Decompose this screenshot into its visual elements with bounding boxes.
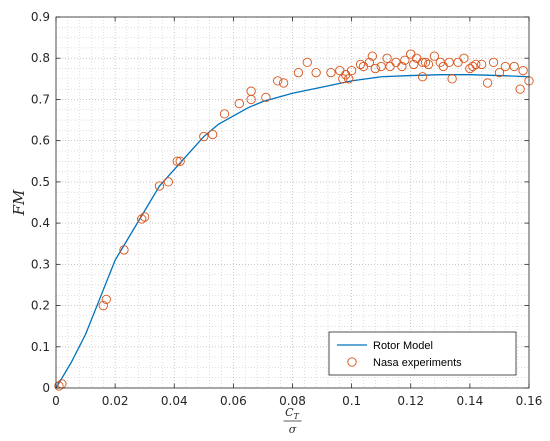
x-tick-label: 0.12 [397,394,424,408]
nasa-experiment-point [219,109,230,119]
nasa-experiment-point [447,74,457,84]
y-tick-label: 0.1 [31,340,50,354]
nasa-experiment-point [344,74,354,84]
nasa-experiment-point [417,72,428,82]
legend-box [328,331,517,376]
nasa-experiment-point [163,177,173,187]
nasa-experiment-point [429,51,440,61]
nasa-experiment-point [423,59,434,70]
nasa-experiment-point [172,156,182,166]
legend: Rotor Model Nasa experiments [328,331,517,376]
x-tick-label: 0.08 [279,394,306,408]
x-axis-label-numerator: C [285,406,294,419]
x-tick-label: 0.04 [161,394,188,408]
y-tick-label: 0.8 [31,51,50,65]
nasa-experiment-point [273,76,283,86]
nasa-experiment-point [311,68,321,78]
x-axis-label-denominator: σ [289,423,297,436]
legend-swatch-nasa-experiments [347,357,357,367]
y-tick-label: 0.6 [31,134,50,148]
nasa-experiment-point [509,61,519,72]
legend-label-nasa-experiments: Nasa experiments [373,357,462,369]
nasa-experiment-point [382,53,392,63]
nasa-experiment-point [459,53,469,63]
nasa-experiment-point [494,68,505,78]
nasa-experiment-point [409,59,419,70]
nasa-experiment-point [234,98,244,109]
x-tick-label: 0 [52,394,60,408]
nasa-experiment-point [119,245,129,255]
nasa-experiment-point [175,156,185,166]
nasa-experiment-point [367,51,377,61]
nasa-experiment-point [417,57,428,67]
nasa-experiment-point [444,57,454,67]
nasa-experiment-point [326,68,336,78]
nasa-experiment-point [246,86,256,96]
nasa-experiment-point [471,59,481,70]
y-tick-label: 0.7 [31,92,50,106]
nasa-experiment-point [515,84,525,94]
nasa-experiment-point [293,68,304,78]
y-tick-label: 0.4 [31,216,50,230]
nasa-experiment-point [397,61,407,72]
y-tick-label: 0.2 [31,299,50,313]
legend-label-rotor-model: Rotor Model [373,340,433,352]
nasa-experiment-point [355,59,366,70]
x-tick-label: 0.14 [457,394,484,408]
nasa-experiment-point [261,92,271,103]
x-axis-label-subscript: T [294,412,300,421]
nasa-experiment-point [400,55,410,65]
nasa-experiment-point [140,212,150,222]
rotor-model-line [55,74,530,389]
nasa-experiment-point [302,57,312,67]
minor-grid [56,17,529,388]
x-tick-labels: 0 0.02 0.04 0.06 0.08 0.1 0.12 0.14 0.16 [52,394,542,408]
x-tick-label: 0.02 [102,394,129,408]
x-tick-label: 0.1 [342,394,361,408]
nasa-experiment-point [98,300,108,311]
y-tick-label: 0 [42,381,50,395]
axis-ticks [55,16,530,389]
nasa-experiment-point [101,294,111,305]
x-axis-label: C T σ [283,406,302,436]
nasa-experiment-point [137,214,147,224]
nasa-experiment-point [346,65,357,76]
y-tick-label: 0.3 [31,257,50,271]
nasa-experiment-point [370,63,380,74]
y-tick-label: 0.9 [31,10,50,24]
nasa-experiment-point [154,181,165,191]
x-tick-label: 0.06 [220,394,247,408]
series-layer [54,49,534,391]
nasa-experiment-point [518,65,528,76]
series-0 [55,74,530,389]
nasa-experiment-point [482,78,493,88]
nasa-experiment-point [420,57,431,67]
nasa-experiment-point [54,381,64,391]
y-tick-label: 0.5 [31,175,50,189]
x-tick-label: 0.16 [516,394,543,408]
nasa-experiment-point [500,61,510,72]
nasa-experiment-point [376,61,386,72]
nasa-experiment-point [468,61,478,72]
series-1 [54,49,534,391]
y-tick-labels: 0 0.1 0.2 0.3 0.4 0.5 0.6 0.7 0.8 0.9 [31,10,50,395]
nasa-experiment-point [477,59,487,70]
nasa-experiment-point [208,129,218,140]
nasa-experiment-point [278,78,289,88]
nasa-experiment-point [488,57,499,67]
nasa-experiment-point [364,57,375,67]
y-axis-label: FM [10,189,28,216]
nasa-experiment-point [199,131,209,142]
